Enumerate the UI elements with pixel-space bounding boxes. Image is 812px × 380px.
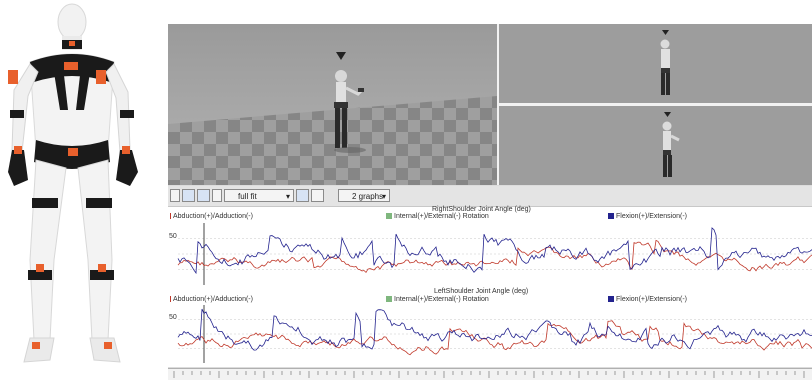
joint-angle-graphs[interactable]: RightShoulder Joint Angle (deg) Abductio…: [168, 206, 812, 367]
graph-1-plot: [177, 223, 812, 285]
expand-icon[interactable]: [326, 189, 334, 202]
mocap-suit-photo: [8, 3, 138, 363]
graph-1-title: RightShoulder Joint Angle (deg): [432, 206, 531, 213]
graph-toolbar: full fit ▾ 2 graphs ▾: [168, 186, 812, 207]
graph-2-legend-abduction: Abduction(+)/Adduction(-): [170, 296, 253, 303]
graph-plot-area[interactable]: [168, 207, 812, 367]
abduction-trace: [177, 239, 812, 274]
zoom-select-label: full fit: [238, 192, 257, 201]
mocap-software-window: full fit ▾ 2 graphs ▾ RightShoulder Join…: [168, 24, 812, 380]
viewport-divider-horizontal[interactable]: [499, 103, 812, 106]
flexion-trace: [177, 308, 812, 351]
flexion-trace: [177, 227, 812, 275]
graph-2-title: LeftShoulder Joint Angle (deg): [434, 288, 529, 295]
chevron-down-icon: ▾: [285, 192, 290, 201]
avatar-marker-icon: [336, 52, 346, 60]
graph-2-legend-flexion: Flexion(+)/Extension(-): [608, 296, 687, 303]
graph-2-legend-rotation: Internal(+)/External(-) Rotation: [386, 296, 489, 303]
chevron-down-icon: ▾: [381, 192, 386, 201]
grid-icon[interactable]: [311, 189, 324, 202]
graph-1-legend-flexion: Flexion(+)/Extension(-): [608, 213, 687, 220]
graphs-count-select[interactable]: 2 graphs ▾: [338, 189, 390, 202]
main-3d-viewport[interactable]: [168, 24, 497, 185]
split-view-icon[interactable]: [212, 189, 222, 202]
side-view-viewport[interactable]: [499, 106, 812, 185]
zoom-select[interactable]: full fit ▾: [224, 189, 294, 202]
graphs-count-label: 2 graphs: [352, 192, 384, 201]
timeline-ticks: [173, 371, 805, 378]
graph-2-y-tick: 50: [169, 314, 177, 321]
front-view-viewport[interactable]: [499, 24, 812, 103]
layout-icon[interactable]: [170, 189, 180, 202]
viewport-divider[interactable]: [497, 24, 499, 185]
pan-zoom-icon[interactable]: [182, 189, 195, 202]
graph-2-plot: [177, 305, 812, 363]
graph-1-legend-abduction: Abduction(+)/Adduction(-): [170, 213, 253, 220]
timeline-scrubber[interactable]: [168, 368, 812, 380]
abduction-trace: [177, 320, 812, 356]
graph-1-y-tick: 50: [169, 233, 177, 240]
graph-1-legend-rotation: Internal(+)/External(-) Rotation: [386, 213, 489, 220]
fit-icon[interactable]: [296, 189, 309, 202]
graph-view-icon[interactable]: [197, 189, 210, 202]
